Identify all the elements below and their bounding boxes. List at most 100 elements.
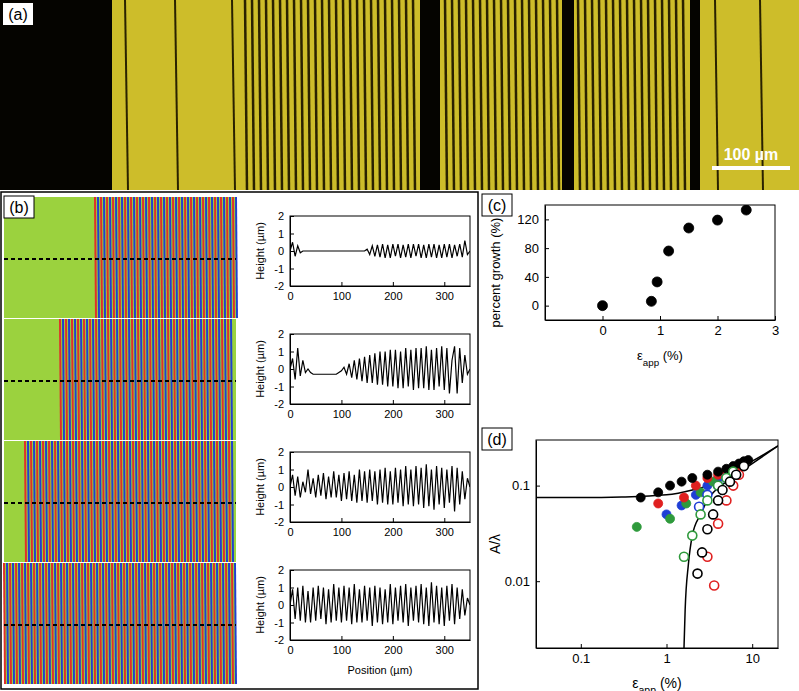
height-map-stripe bbox=[58, 563, 59, 684]
height-map-stripe bbox=[85, 563, 86, 684]
data-point bbox=[677, 477, 686, 486]
height-map-stripe bbox=[212, 197, 213, 318]
micrograph-stripe bbox=[378, 0, 380, 190]
x-axis: 0100200300 bbox=[287, 636, 470, 656]
height-map-stripe bbox=[139, 441, 140, 562]
height-map-stripe bbox=[204, 319, 205, 440]
tick-mark bbox=[290, 387, 294, 388]
height-map-stripe bbox=[70, 441, 71, 562]
micrograph-stripe bbox=[669, 0, 671, 190]
height-map-stripe bbox=[171, 319, 172, 440]
height-map-stripe bbox=[163, 441, 164, 562]
figure: 100 µm(a)(b)(c)(d)0100200300-2-1012Heigh… bbox=[0, 0, 799, 691]
height-map-stripe bbox=[162, 319, 163, 440]
height-map-stripe bbox=[78, 319, 79, 440]
height-map-stripe bbox=[200, 197, 201, 318]
data-point bbox=[684, 223, 694, 233]
data-point bbox=[654, 488, 663, 497]
tick-label: 2 bbox=[278, 328, 284, 340]
x-axis-title: Position (µm) bbox=[347, 664, 412, 676]
tick: -2 bbox=[274, 280, 294, 292]
micrograph-stripe bbox=[232, 0, 235, 190]
tick-mark bbox=[536, 486, 540, 487]
height-map-stripe bbox=[203, 197, 204, 318]
profile-cut bbox=[4, 380, 236, 382]
tick-label: 0 bbox=[278, 599, 284, 611]
tick-mark bbox=[775, 316, 776, 320]
micrograph-stripe bbox=[322, 0, 324, 190]
height-map-stripe bbox=[64, 441, 65, 562]
height-map-stripe bbox=[19, 563, 20, 684]
height-map-stripe bbox=[217, 563, 218, 684]
micrograph-stripe bbox=[655, 0, 657, 190]
height-map-stripe bbox=[81, 319, 82, 440]
micrograph-stripe bbox=[392, 0, 394, 190]
tick-label: 200 bbox=[384, 290, 402, 302]
tick-label: 100 bbox=[333, 408, 351, 420]
plot-frame bbox=[536, 440, 778, 648]
tick-label: -1 bbox=[274, 263, 284, 275]
height-map-stripe bbox=[179, 197, 180, 318]
tick-label: 100 bbox=[333, 644, 351, 656]
tick: 0 bbox=[532, 298, 549, 313]
micrograph-stripe bbox=[259, 0, 261, 190]
plot-frame bbox=[290, 216, 470, 286]
tick: 1 bbox=[278, 346, 294, 358]
chart: 0.11100.010.1εapp (%)A/λ bbox=[487, 440, 779, 691]
height-map-stripe bbox=[186, 319, 187, 440]
height-map-stripe bbox=[194, 197, 195, 318]
micrograph-band bbox=[440, 0, 562, 190]
height-map-stripe bbox=[148, 441, 149, 562]
height-map-stripe bbox=[90, 319, 91, 440]
plot-frame bbox=[545, 205, 775, 320]
height-map-stripe bbox=[63, 319, 64, 440]
height-map-stripe bbox=[172, 441, 173, 562]
tick-label: 3 bbox=[772, 323, 779, 338]
height-map-stripe bbox=[140, 197, 141, 318]
data-point bbox=[714, 467, 723, 476]
tick: 100 bbox=[333, 518, 351, 538]
micrograph-stripe bbox=[371, 0, 373, 190]
tick-mark bbox=[545, 248, 549, 249]
panel-label-box bbox=[482, 428, 512, 450]
data-point bbox=[703, 470, 712, 479]
tick: 3 bbox=[772, 316, 779, 338]
tick-label: 120 bbox=[517, 212, 539, 227]
height-map-stripe bbox=[94, 441, 95, 562]
height-map-stripe bbox=[142, 441, 143, 562]
micrograph-stripe bbox=[357, 0, 359, 190]
height-map-stripe bbox=[165, 319, 166, 440]
height-map-stripe bbox=[181, 563, 182, 684]
height-map-stripe bbox=[177, 319, 178, 440]
height-map-stripe bbox=[160, 441, 161, 562]
height-map-stripe bbox=[91, 441, 92, 562]
profile-cut bbox=[4, 502, 236, 504]
tick-label: 0 bbox=[278, 245, 284, 257]
chart: 0100200300-2-1012Position (µm)Height (µm… bbox=[254, 564, 471, 676]
height-map-stripe bbox=[231, 319, 232, 440]
chart: 0100200300-2-1012Height (µm) bbox=[254, 446, 471, 538]
tick-label: 1 bbox=[663, 651, 670, 666]
tick-label: 0 bbox=[278, 481, 284, 493]
x-axis: 0100200300 bbox=[287, 400, 470, 420]
height-map-stripe bbox=[87, 319, 88, 440]
height-map-stripe bbox=[139, 563, 140, 684]
height-map-stripe bbox=[229, 563, 230, 684]
height-map-stripe bbox=[118, 441, 119, 562]
micrograph-stripe bbox=[336, 0, 338, 190]
height-map-stripe bbox=[223, 441, 224, 562]
tick-mark bbox=[752, 644, 753, 648]
tick: -2 bbox=[274, 634, 294, 646]
height-map-stripe bbox=[232, 441, 233, 562]
axis-line bbox=[536, 441, 537, 649]
height-map-stripe bbox=[73, 441, 74, 562]
height-map-stripe bbox=[150, 319, 151, 440]
height-map-stripe bbox=[61, 441, 62, 562]
height-map-stripe bbox=[124, 563, 125, 684]
axis-line bbox=[291, 404, 471, 405]
data-point bbox=[713, 215, 723, 225]
height-map-stripe bbox=[189, 319, 190, 440]
micrograph-stripe bbox=[676, 0, 678, 190]
tick-label: 0 bbox=[287, 644, 293, 656]
data-point bbox=[693, 569, 702, 578]
